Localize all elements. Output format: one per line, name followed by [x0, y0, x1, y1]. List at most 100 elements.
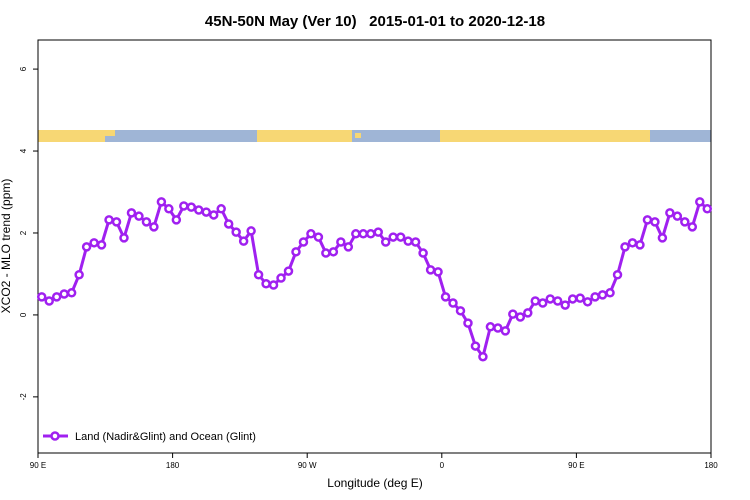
data-point	[268, 280, 279, 290]
data-point	[493, 323, 503, 333]
data-point	[642, 215, 653, 225]
data-point	[500, 326, 511, 336]
data-point	[276, 273, 286, 283]
x-tick-label: 90 W	[298, 461, 317, 470]
data-point	[119, 233, 129, 243]
data-point	[545, 294, 555, 304]
data-point	[164, 204, 174, 214]
data-point	[89, 238, 99, 248]
data-point	[194, 205, 204, 215]
y-tick-label: 4	[19, 148, 28, 153]
data-point	[44, 296, 54, 306]
data-point	[343, 242, 354, 252]
legend-marker	[50, 431, 60, 441]
legend-label: Land (Nadir&Glint) and Ocean (Glint)	[75, 431, 256, 443]
data-point	[448, 298, 458, 308]
data-point	[51, 292, 62, 302]
data-point	[463, 318, 473, 328]
data-point	[223, 219, 234, 229]
data-point	[680, 217, 690, 227]
x-tick-label: 180	[166, 461, 180, 470]
data-point	[366, 229, 376, 239]
data-point	[149, 222, 159, 232]
plot-frame	[37, 39, 712, 454]
y-tick-label: 0	[19, 312, 28, 317]
data-point	[66, 288, 77, 298]
data-point	[560, 300, 570, 310]
data-point	[313, 232, 324, 242]
data-point	[672, 211, 683, 221]
data-point	[36, 292, 47, 302]
series-line	[41, 199, 709, 361]
data-point	[590, 292, 600, 302]
x-axis-label: Longitude (deg E)	[327, 476, 422, 490]
data-point	[179, 201, 189, 211]
y-tick-label: 6	[19, 66, 28, 71]
data-point	[111, 217, 122, 227]
data-point	[261, 279, 271, 289]
data-point	[134, 211, 144, 221]
data-point	[627, 238, 638, 248]
land-ocean-strip	[38, 130, 711, 142]
data-point	[478, 351, 488, 362]
data-point	[336, 237, 346, 247]
data-point	[321, 248, 331, 258]
data-point	[508, 309, 518, 319]
x-tick-label: 90 E	[568, 461, 584, 470]
y-tick-label: -2	[19, 393, 28, 401]
data-point	[380, 237, 391, 247]
data-point	[695, 197, 705, 207]
data-point	[96, 240, 107, 250]
data-point	[156, 197, 167, 207]
data-point	[425, 265, 436, 275]
x-tick-label: 0	[440, 461, 445, 470]
data-point	[298, 237, 309, 247]
data-point	[612, 270, 623, 280]
data-point	[126, 208, 137, 218]
data-point	[410, 237, 421, 247]
data-point	[470, 341, 481, 351]
data-point	[201, 207, 211, 217]
data-point	[597, 290, 608, 300]
data-point	[59, 289, 69, 299]
data-point	[702, 204, 713, 214]
chart-title: 45N-50N May (Ver 10) 2015-01-01 to 2020-…	[205, 13, 545, 30]
data-point	[403, 236, 413, 246]
data-point	[605, 288, 615, 298]
data-point	[388, 232, 398, 242]
data-point	[253, 270, 264, 280]
data-point	[418, 248, 428, 258]
data-point	[582, 297, 593, 307]
data-point	[665, 208, 675, 218]
data-point	[283, 266, 294, 276]
data-point	[306, 229, 316, 239]
data-point	[291, 247, 301, 257]
data-point	[687, 222, 698, 232]
data-point	[395, 232, 406, 242]
data-point	[373, 227, 383, 237]
data-point	[635, 240, 645, 250]
x-tick-label: 90 E	[30, 461, 46, 470]
data-point	[440, 292, 451, 302]
data-point	[552, 296, 563, 306]
data-point	[328, 247, 339, 257]
data-point	[620, 242, 630, 252]
data-point	[538, 298, 548, 308]
data-point	[485, 322, 496, 332]
data-point	[567, 294, 578, 304]
data-point	[141, 217, 152, 227]
data-point	[216, 204, 226, 214]
data-point	[238, 236, 249, 246]
data-point	[351, 229, 361, 239]
data-point	[575, 293, 585, 303]
y-tick-label: 2	[19, 230, 28, 235]
data-point	[171, 215, 182, 225]
data-point	[650, 217, 660, 227]
data-point	[231, 227, 241, 237]
y-axis-label: XCO2 - MLO trend (ppm)	[0, 179, 13, 314]
data-point	[455, 306, 466, 316]
data-point	[523, 308, 533, 318]
data-point	[657, 233, 668, 243]
data-point	[515, 312, 526, 322]
